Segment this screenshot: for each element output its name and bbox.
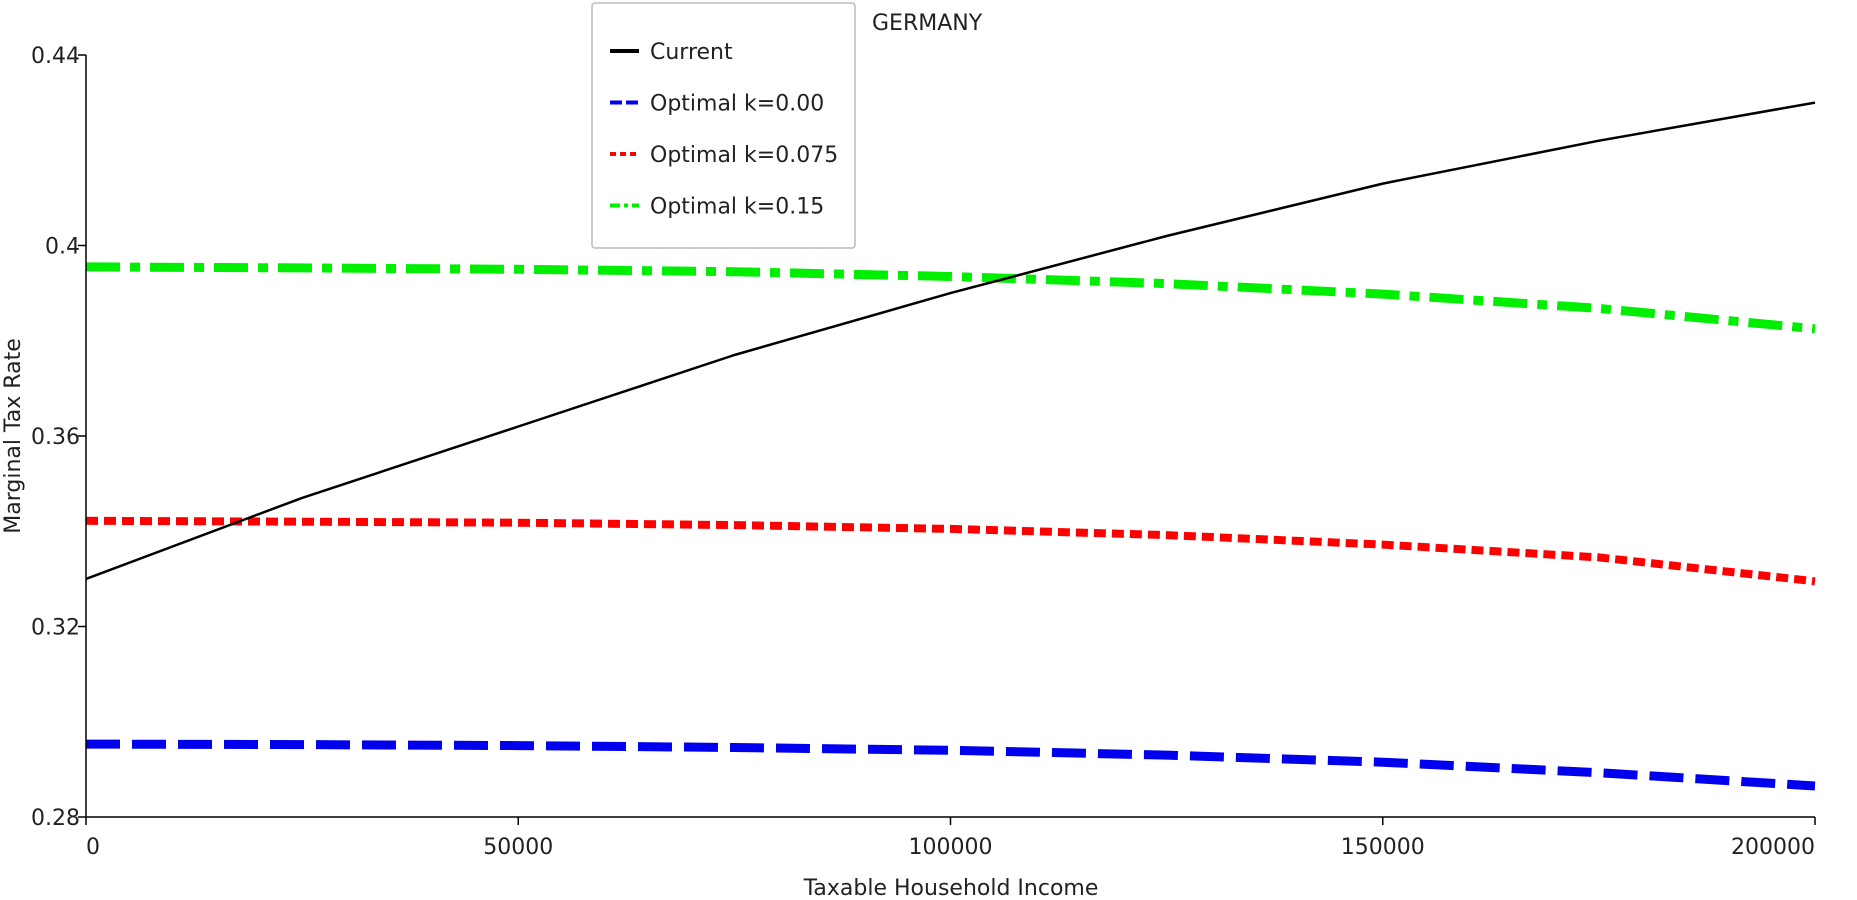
x-tick-label: 50000 [483, 835, 553, 860]
x-tick-label: 100000 [909, 835, 993, 860]
legend-label-2: Optimal k=0.075 [650, 143, 838, 168]
y-tick-label: 0.44 [31, 44, 80, 69]
legend-label-3: Optimal k=0.15 [650, 195, 824, 220]
legend-label-1: Optimal k=0.00 [650, 92, 824, 117]
y-tick-label: 0.36 [31, 425, 80, 450]
series-line-2 [85, 516, 1816, 586]
series-line-0 [85, 101, 1816, 581]
series-line-1 [85, 739, 1816, 791]
y-axis-title: Marginal Tax Rate [1, 338, 26, 533]
legend-box [591, 2, 856, 249]
y-tick-label: 0.32 [31, 616, 80, 641]
plot-lines [85, 101, 1816, 791]
x-ticks: 0 50000 100000 150000 200000 [85, 817, 1816, 860]
x-tick-label: 150000 [1341, 835, 1425, 860]
x-axis-title: Taxable Household Income [803, 876, 1099, 900]
legend-label-0: Current [650, 40, 733, 65]
x-tick-label: 0 [86, 835, 100, 860]
x-tick-label: 200000 [1731, 835, 1815, 860]
y-ticks: 0.28 0.32 0.36 0.4 0.44 [31, 44, 86, 831]
legend: Current Optimal k=0.00 Optimal k=0.075 Opti… [591, 2, 856, 249]
y-tick-label: 0.4 [45, 235, 80, 260]
series-line-3 [85, 262, 1816, 334]
y-tick-label: 0.28 [31, 806, 80, 831]
chart-title: GERMANY [872, 11, 983, 36]
